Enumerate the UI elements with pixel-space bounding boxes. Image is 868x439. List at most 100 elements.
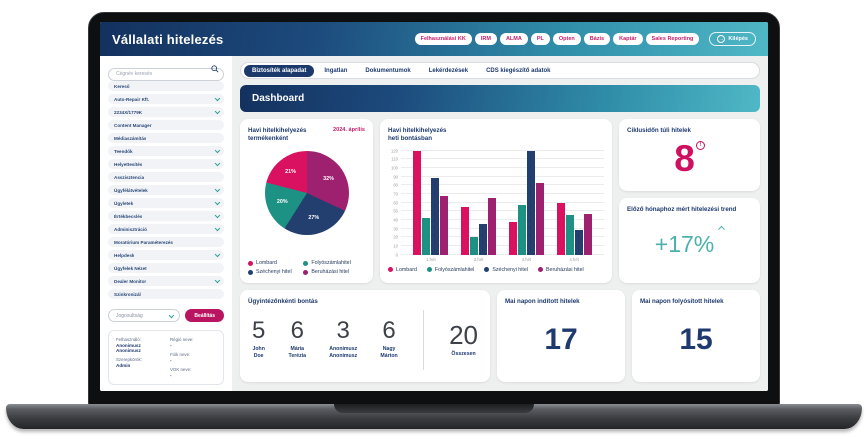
header-pill-pl[interactable]: PL: [530, 33, 550, 45]
lending-trend-value: +17%: [627, 214, 752, 275]
legend-dot: [248, 260, 253, 266]
gridline: [401, 210, 604, 212]
bar-group-1-hét: [413, 150, 449, 255]
search-icon: [211, 65, 219, 73]
header-pill-sales-reporting[interactable]: Sales Reporting: [645, 33, 700, 45]
sidebar-item-ügyfélátvételek[interactable]: Ügyfélátvételek: [108, 185, 224, 195]
user-card-field-value: Anonimusz Anonimusz: [116, 343, 141, 353]
header-pill-bázis[interactable]: Bázis: [583, 33, 611, 45]
agent-total: 20 Összesen: [449, 322, 478, 358]
chevron-down-icon: [214, 199, 220, 205]
pie-slice-label: 21%: [285, 168, 296, 175]
sidebar-item-auto-repair-kft[interactable]: Auto-Repair Kft.: [108, 94, 224, 104]
header-pill-kaptár[interactable]: Kaptár: [613, 33, 643, 45]
sidebar-item-label: Helpdesk: [114, 252, 135, 258]
chevron-down-icon: [214, 212, 220, 218]
sidebar-item-ügyfelek-nézet[interactable]: Ügyfelek Nézet: [108, 263, 224, 273]
sidebar-item-asszisztencia[interactable]: Asszisztencia: [108, 172, 224, 182]
gridline: [401, 236, 604, 238]
pie-slice-label: 32%: [323, 175, 334, 182]
bar-beruházási-hitel: [535, 183, 544, 255]
logout-button[interactable]: → Kilépés: [709, 32, 756, 46]
legend-label: Lombard: [256, 260, 277, 266]
sidebar-item-szinkronizál[interactable]: Szinkronizál: [108, 289, 224, 299]
sidebar-item-helyettesítés[interactable]: Helyettesítés: [108, 159, 224, 169]
chevron-down-icon: [214, 108, 220, 114]
bar-folyószámlahitel: [470, 237, 479, 255]
sidebar-item-ügyletek[interactable]: Ügyletek: [108, 198, 224, 208]
sidebar-item-adminisztráció[interactable]: Adminisztráció: [108, 224, 224, 234]
x-tick-label: 1.hét: [426, 256, 436, 262]
legend-dot: [426, 267, 432, 272]
legend-label: Széchenyi hitel: [256, 269, 292, 275]
header-pill-felhasználási-kk[interactable]: Felhasználási KK: [414, 33, 472, 45]
lending-trend-card: Előző hónaphoz mért hitelezési trend +17…: [619, 198, 760, 283]
stat-column: Ciklusidőn túli hitelek 8 ! Előző hónaph…: [619, 119, 760, 283]
bar-széchenyi-hitel: [526, 150, 535, 255]
sidebar-item-label: Értékbecslés: [114, 213, 143, 219]
user-card-field-value: -: [170, 373, 172, 378]
sidebar-item-teendők[interactable]: Teendők: [108, 146, 224, 156]
sidebar-item-dealer-monitor[interactable]: Dealer Monitor: [108, 276, 224, 286]
legend-item-folyószámlahitel: Folyószámlahitel: [426, 266, 475, 273]
y-tick-label: 50: [393, 208, 398, 214]
user-card-right: Régió neve: - Fiók neve: - VOK neve: -: [170, 337, 216, 378]
user-card-left: Felhasználó: Anonimusz Anonimusz Szerepkör…: [116, 337, 162, 378]
tab-biztosíték-alapadat[interactable]: Biztosíték alapadat: [244, 64, 315, 77]
sidebar-item-helpdesk[interactable]: Helpdesk: [108, 250, 224, 260]
tab-lekérdezések[interactable]: Lekérdezések: [421, 65, 476, 77]
started-loans-value: 17: [544, 322, 578, 356]
chevron-up-icon: [718, 225, 726, 233]
pie-slice-label: 20%: [276, 199, 288, 206]
bar-beruházási-hitel: [440, 196, 449, 255]
chevron-down-icon: [214, 277, 220, 283]
sidebar-item-moratórium-paraméterezés[interactable]: Moratórium Paraméterezés: [108, 237, 224, 247]
legend-label: Folyószámlahitel: [434, 266, 475, 273]
disbursed-loans-card: Mai napon folyósított hitelek 15: [632, 290, 760, 382]
tab-dokumentumok[interactable]: Dokumentumok: [357, 65, 418, 77]
header-pill-irm[interactable]: IRM: [474, 33, 497, 45]
bar-plot: [401, 149, 604, 255]
legend-label: Folyószámlahitel: [311, 260, 351, 266]
legend-dot: [303, 269, 309, 275]
sidebar-item-értékbecslés[interactable]: Értékbecslés: [108, 211, 224, 221]
tab-ingatlan[interactable]: Ingatlan: [316, 65, 355, 77]
dashboard-top-row: Havi hitelkihelyezés termékenként 2024. …: [240, 119, 760, 283]
user-info-card: Felhasználó: Anonimusz Anonimusz Szerepkör…: [108, 330, 224, 385]
agent-total-count: 20: [449, 319, 478, 350]
user-card-field-label: Felhasználó:: [116, 337, 141, 342]
pie-chart-card: Havi hitelkihelyezés termékenként 2024. …: [240, 119, 373, 283]
tab-bar: Biztosíték alapadat Ingatlan Dokumentumok L…: [240, 62, 760, 79]
overdue-number: 8: [674, 138, 695, 180]
sidebar-item-kereső[interactable]: Kereső: [108, 81, 224, 91]
bar-széchenyi-hitel: [574, 230, 583, 255]
sidebar-item-label: Auto-Repair Kft.: [114, 96, 150, 102]
chevron-down-icon: [214, 160, 220, 166]
sidebar-item-2234x-1779k[interactable]: 2234X/1779K: [108, 107, 224, 117]
gridline: [401, 184, 604, 186]
gridline: [401, 166, 604, 168]
y-tick-label: 90: [393, 174, 398, 179]
sidebar-item-content-manager[interactable]: Content Manager: [108, 120, 224, 130]
bar-group-4-hét: [556, 151, 592, 255]
agent-count: 5: [252, 317, 266, 345]
chevron-down-icon: [214, 186, 220, 192]
pie-chart-title: Havi hitelkihelyezés termékenként: [248, 127, 307, 142]
sidebar-item-label: Moratórium Paraméterezés: [114, 239, 173, 245]
apply-button[interactable]: Beállítás: [185, 309, 224, 322]
y-tick-label: 80: [393, 182, 398, 188]
sidebar-item-médiaszámítás[interactable]: Médiaszámítás: [108, 133, 224, 143]
agent-divider: [422, 309, 424, 370]
header-pill-opten[interactable]: Opten: [552, 33, 581, 45]
period-label: 2024. április: [332, 127, 365, 133]
sidebar-item-label: Szinkronizál: [114, 291, 141, 297]
tab-cds-kiegészítő-adatok[interactable]: CDS kiegészítő adatok: [478, 65, 558, 77]
dashboard-banner: Dashboard: [240, 85, 760, 112]
bar-folyószámlahitel: [517, 205, 526, 255]
role-dropdown[interactable]: Jogosultság: [108, 309, 181, 322]
pie-legend: Lombard Folyószámlahitel Széchenyi hitel Be…: [248, 260, 365, 275]
header-pill-alma[interactable]: ALMA: [499, 33, 528, 45]
search-input[interactable]: [108, 67, 224, 81]
legend-dot: [484, 267, 490, 272]
